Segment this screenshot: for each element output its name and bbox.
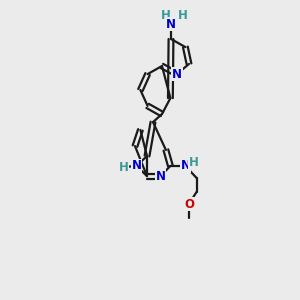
Text: N: N (166, 17, 176, 31)
Text: N: N (172, 68, 182, 81)
Text: N: N (155, 169, 166, 183)
Text: O: O (184, 197, 194, 211)
Text: N: N (131, 159, 142, 172)
Text: H: H (178, 9, 188, 22)
Text: H: H (161, 9, 171, 22)
Text: N: N (180, 159, 190, 172)
Text: H: H (119, 160, 128, 174)
Text: H: H (189, 155, 199, 169)
